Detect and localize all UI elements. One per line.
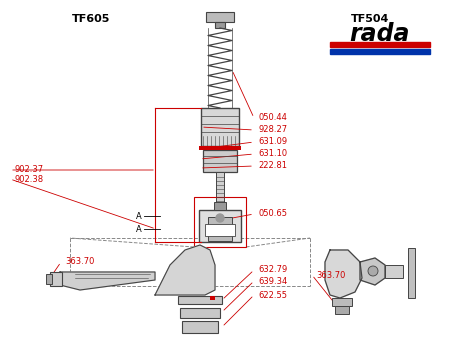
Text: 639.34: 639.34: [258, 276, 287, 286]
Bar: [178, 296, 222, 304]
Text: 622.55: 622.55: [258, 290, 287, 300]
Text: 050.44: 050.44: [258, 113, 287, 122]
Text: TF504: TF504: [351, 14, 389, 24]
Bar: [180, 308, 220, 318]
Bar: [215, 22, 225, 28]
Bar: [203, 150, 237, 172]
Bar: [332, 298, 352, 306]
Text: 902.38: 902.38: [14, 175, 43, 183]
Text: TF605: TF605: [72, 14, 110, 24]
Bar: [330, 49, 430, 54]
Bar: [208, 235, 232, 241]
Text: 631.10: 631.10: [258, 149, 287, 159]
Bar: [194, 197, 246, 247]
Polygon shape: [155, 245, 215, 295]
Text: 222.81: 222.81: [258, 161, 287, 170]
Text: A: A: [136, 212, 142, 221]
Bar: [46, 274, 52, 284]
Polygon shape: [60, 272, 155, 290]
Bar: [335, 306, 349, 314]
Text: 632.79: 632.79: [258, 266, 287, 274]
Text: 363.70: 363.70: [316, 271, 345, 280]
Bar: [385, 265, 403, 278]
Bar: [208, 217, 232, 225]
Polygon shape: [360, 258, 385, 285]
Bar: [182, 321, 218, 333]
Bar: [215, 225, 225, 235]
Bar: [199, 210, 241, 242]
Text: 902.37: 902.37: [14, 166, 43, 175]
Text: A: A: [136, 225, 142, 234]
Bar: [330, 42, 430, 47]
Bar: [199, 146, 241, 150]
Bar: [408, 248, 415, 298]
Bar: [205, 224, 235, 236]
Text: 928.27: 928.27: [258, 126, 287, 134]
Bar: [50, 272, 62, 286]
Bar: [216, 172, 224, 205]
Polygon shape: [325, 250, 362, 298]
Bar: [206, 12, 234, 22]
Text: 363.70: 363.70: [65, 258, 94, 266]
Text: 050.65: 050.65: [258, 210, 287, 218]
Text: 631.09: 631.09: [258, 138, 287, 147]
Circle shape: [216, 214, 224, 222]
Bar: [201, 108, 239, 146]
Bar: [214, 202, 226, 210]
Circle shape: [368, 266, 378, 276]
Bar: [210, 296, 215, 300]
Text: rada: rada: [350, 22, 410, 46]
